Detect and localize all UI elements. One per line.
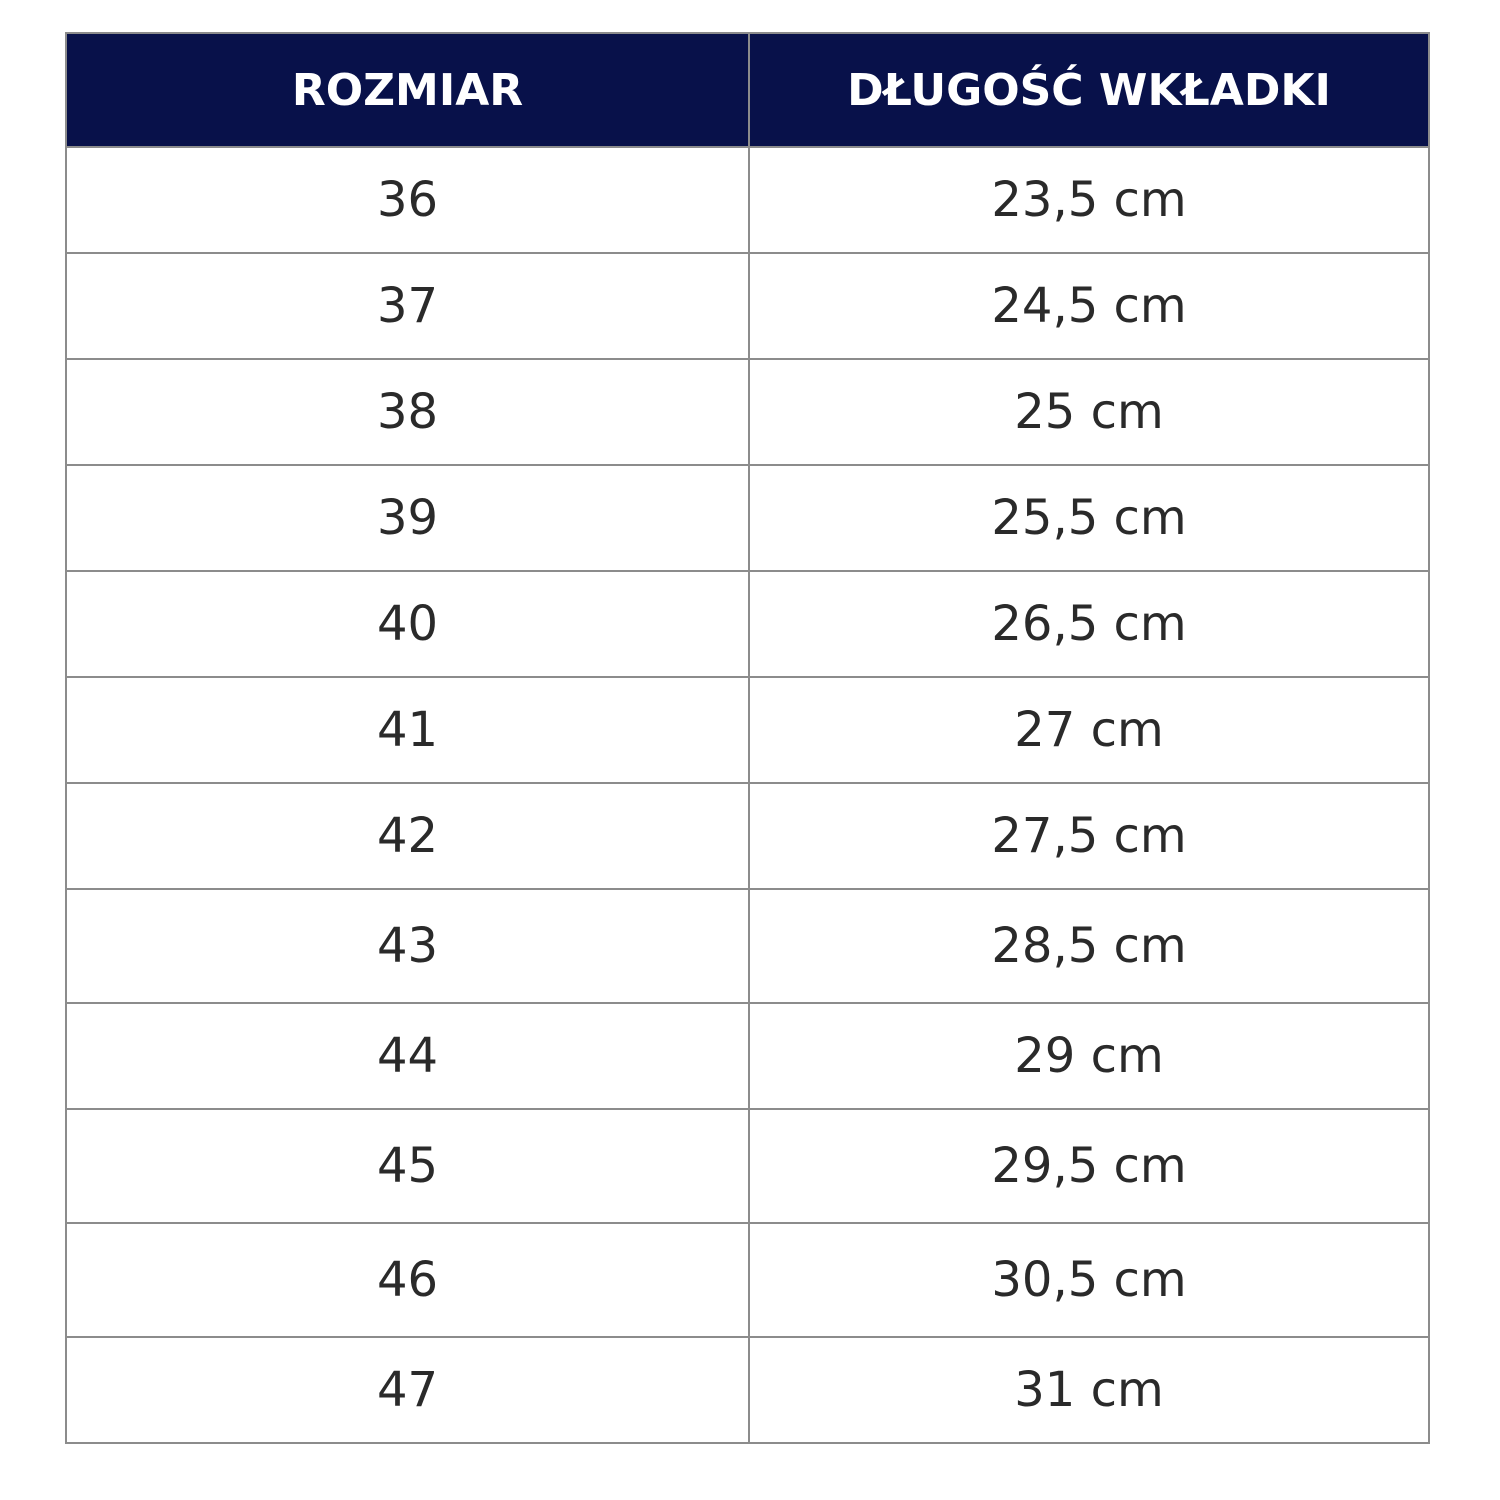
cell-size: 40: [65, 570, 750, 678]
table-header-row: ROZMIAR DŁUGOŚĆ WKŁADKI: [65, 32, 1430, 148]
cell-size: 41: [65, 676, 750, 784]
cell-size: 42: [65, 782, 750, 890]
cell-size: 45: [65, 1108, 750, 1224]
cell-insole-length: 28,5 cm: [748, 888, 1430, 1004]
table-row: 45 29,5 cm: [65, 1108, 1430, 1224]
table-row: 40 26,5 cm: [65, 570, 1430, 678]
table-row: 42 27,5 cm: [65, 782, 1430, 890]
cell-size: 44: [65, 1002, 750, 1110]
cell-size: 38: [65, 358, 750, 466]
header-insole-length: DŁUGOŚĆ WKŁADKI: [748, 32, 1430, 148]
cell-insole-length: 29 cm: [748, 1002, 1430, 1110]
table-row: 44 29 cm: [65, 1002, 1430, 1110]
cell-insole-length: 26,5 cm: [748, 570, 1430, 678]
cell-insole-length: 29,5 cm: [748, 1108, 1430, 1224]
cell-insole-length: 25 cm: [748, 358, 1430, 466]
cell-size: 46: [65, 1222, 750, 1338]
table-row: 36 23,5 cm: [65, 146, 1430, 254]
table-row: 46 30,5 cm: [65, 1222, 1430, 1338]
table-row: 39 25,5 cm: [65, 464, 1430, 572]
cell-size: 47: [65, 1336, 750, 1444]
size-chart-table: ROZMIAR DŁUGOŚĆ WKŁADKI 36 23,5 cm 37 24,5 …: [65, 32, 1430, 1444]
cell-size: 39: [65, 464, 750, 572]
table-row: 38 25 cm: [65, 358, 1430, 466]
header-size: ROZMIAR: [65, 32, 750, 148]
table-row: 43 28,5 cm: [65, 888, 1430, 1004]
cell-insole-length: 25,5 cm: [748, 464, 1430, 572]
cell-insole-length: 27,5 cm: [748, 782, 1430, 890]
cell-size: 37: [65, 252, 750, 360]
table-row: 37 24,5 cm: [65, 252, 1430, 360]
table-row: 47 31 cm: [65, 1336, 1430, 1444]
cell-insole-length: 30,5 cm: [748, 1222, 1430, 1338]
cell-insole-length: 31 cm: [748, 1336, 1430, 1444]
cell-insole-length: 24,5 cm: [748, 252, 1430, 360]
cell-insole-length: 27 cm: [748, 676, 1430, 784]
table-row: 41 27 cm: [65, 676, 1430, 784]
cell-insole-length: 23,5 cm: [748, 146, 1430, 254]
cell-size: 43: [65, 888, 750, 1004]
cell-size: 36: [65, 146, 750, 254]
